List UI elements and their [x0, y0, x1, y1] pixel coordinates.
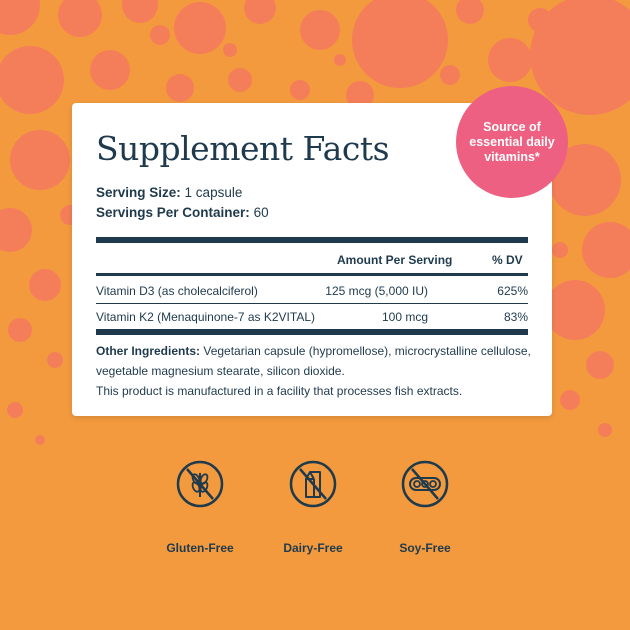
divider-thick	[96, 237, 528, 243]
table-row: Vitamin D3 (as cholecalciferol) 125 mcg …	[96, 284, 528, 306]
column-header-dv: % DV	[492, 253, 523, 267]
servings-label: Servings Per Container:	[96, 205, 250, 220]
feature-label: Dairy-Free	[283, 541, 343, 555]
feature-label: Soy-Free	[399, 541, 451, 555]
badge-text: Source of essential daily vitamins*	[469, 119, 555, 164]
other-ingredients-label: Other Ingredients:	[96, 344, 201, 358]
divider-header	[96, 273, 528, 276]
nutrient-dv: 83%	[503, 310, 528, 324]
nutrient-amount: 100 mcg	[381, 310, 428, 324]
divider-row	[96, 303, 528, 304]
feature-gluten-free: Gluten-Free	[140, 459, 260, 555]
nutrient-dv: 625%	[497, 284, 528, 298]
facility-note: This product is manufactured in a facili…	[96, 384, 463, 398]
serving-size-value: 1 capsule	[184, 185, 243, 200]
feature-soy-free: Soy-Free	[365, 459, 485, 555]
feature-label: Gluten-Free	[166, 541, 234, 555]
nutrient-name: Vitamin D3 (as cholecalciferol)	[96, 284, 258, 298]
supplement-facts-panel: Supplement Facts Serving Size: 1 capsule…	[72, 103, 552, 416]
nutrient-name: Vitamin K2 (Menaquinone-7 as K2VITAL)	[96, 310, 316, 324]
table-row: Vitamin K2 (Menaquinone-7 as K2VITAL) 10…	[96, 310, 528, 332]
feature-dairy-free: Dairy-Free	[253, 459, 373, 555]
wheat-crossed-icon	[176, 460, 224, 508]
other-ingredients-text: Vegetarian capsule (hypromellose), micro…	[96, 344, 531, 378]
serving-info: Serving Size: 1 capsule Servings Per Con…	[96, 183, 269, 223]
serving-size-label: Serving Size:	[96, 185, 181, 200]
other-ingredients: Other Ingredients: Vegetarian capsule (h…	[96, 341, 536, 401]
nutrient-amount: 125 mcg (5,000 IU)	[325, 284, 428, 298]
vitamins-badge: Source of essential daily vitamins*	[456, 86, 568, 198]
panel-title: Supplement Facts	[96, 129, 390, 168]
column-header-amount: Amount Per Serving	[337, 253, 453, 267]
soybean-crossed-icon	[401, 460, 449, 508]
divider-bottom	[96, 329, 528, 335]
servings-value: 60	[253, 205, 269, 220]
milk-carton-crossed-icon	[289, 460, 337, 508]
